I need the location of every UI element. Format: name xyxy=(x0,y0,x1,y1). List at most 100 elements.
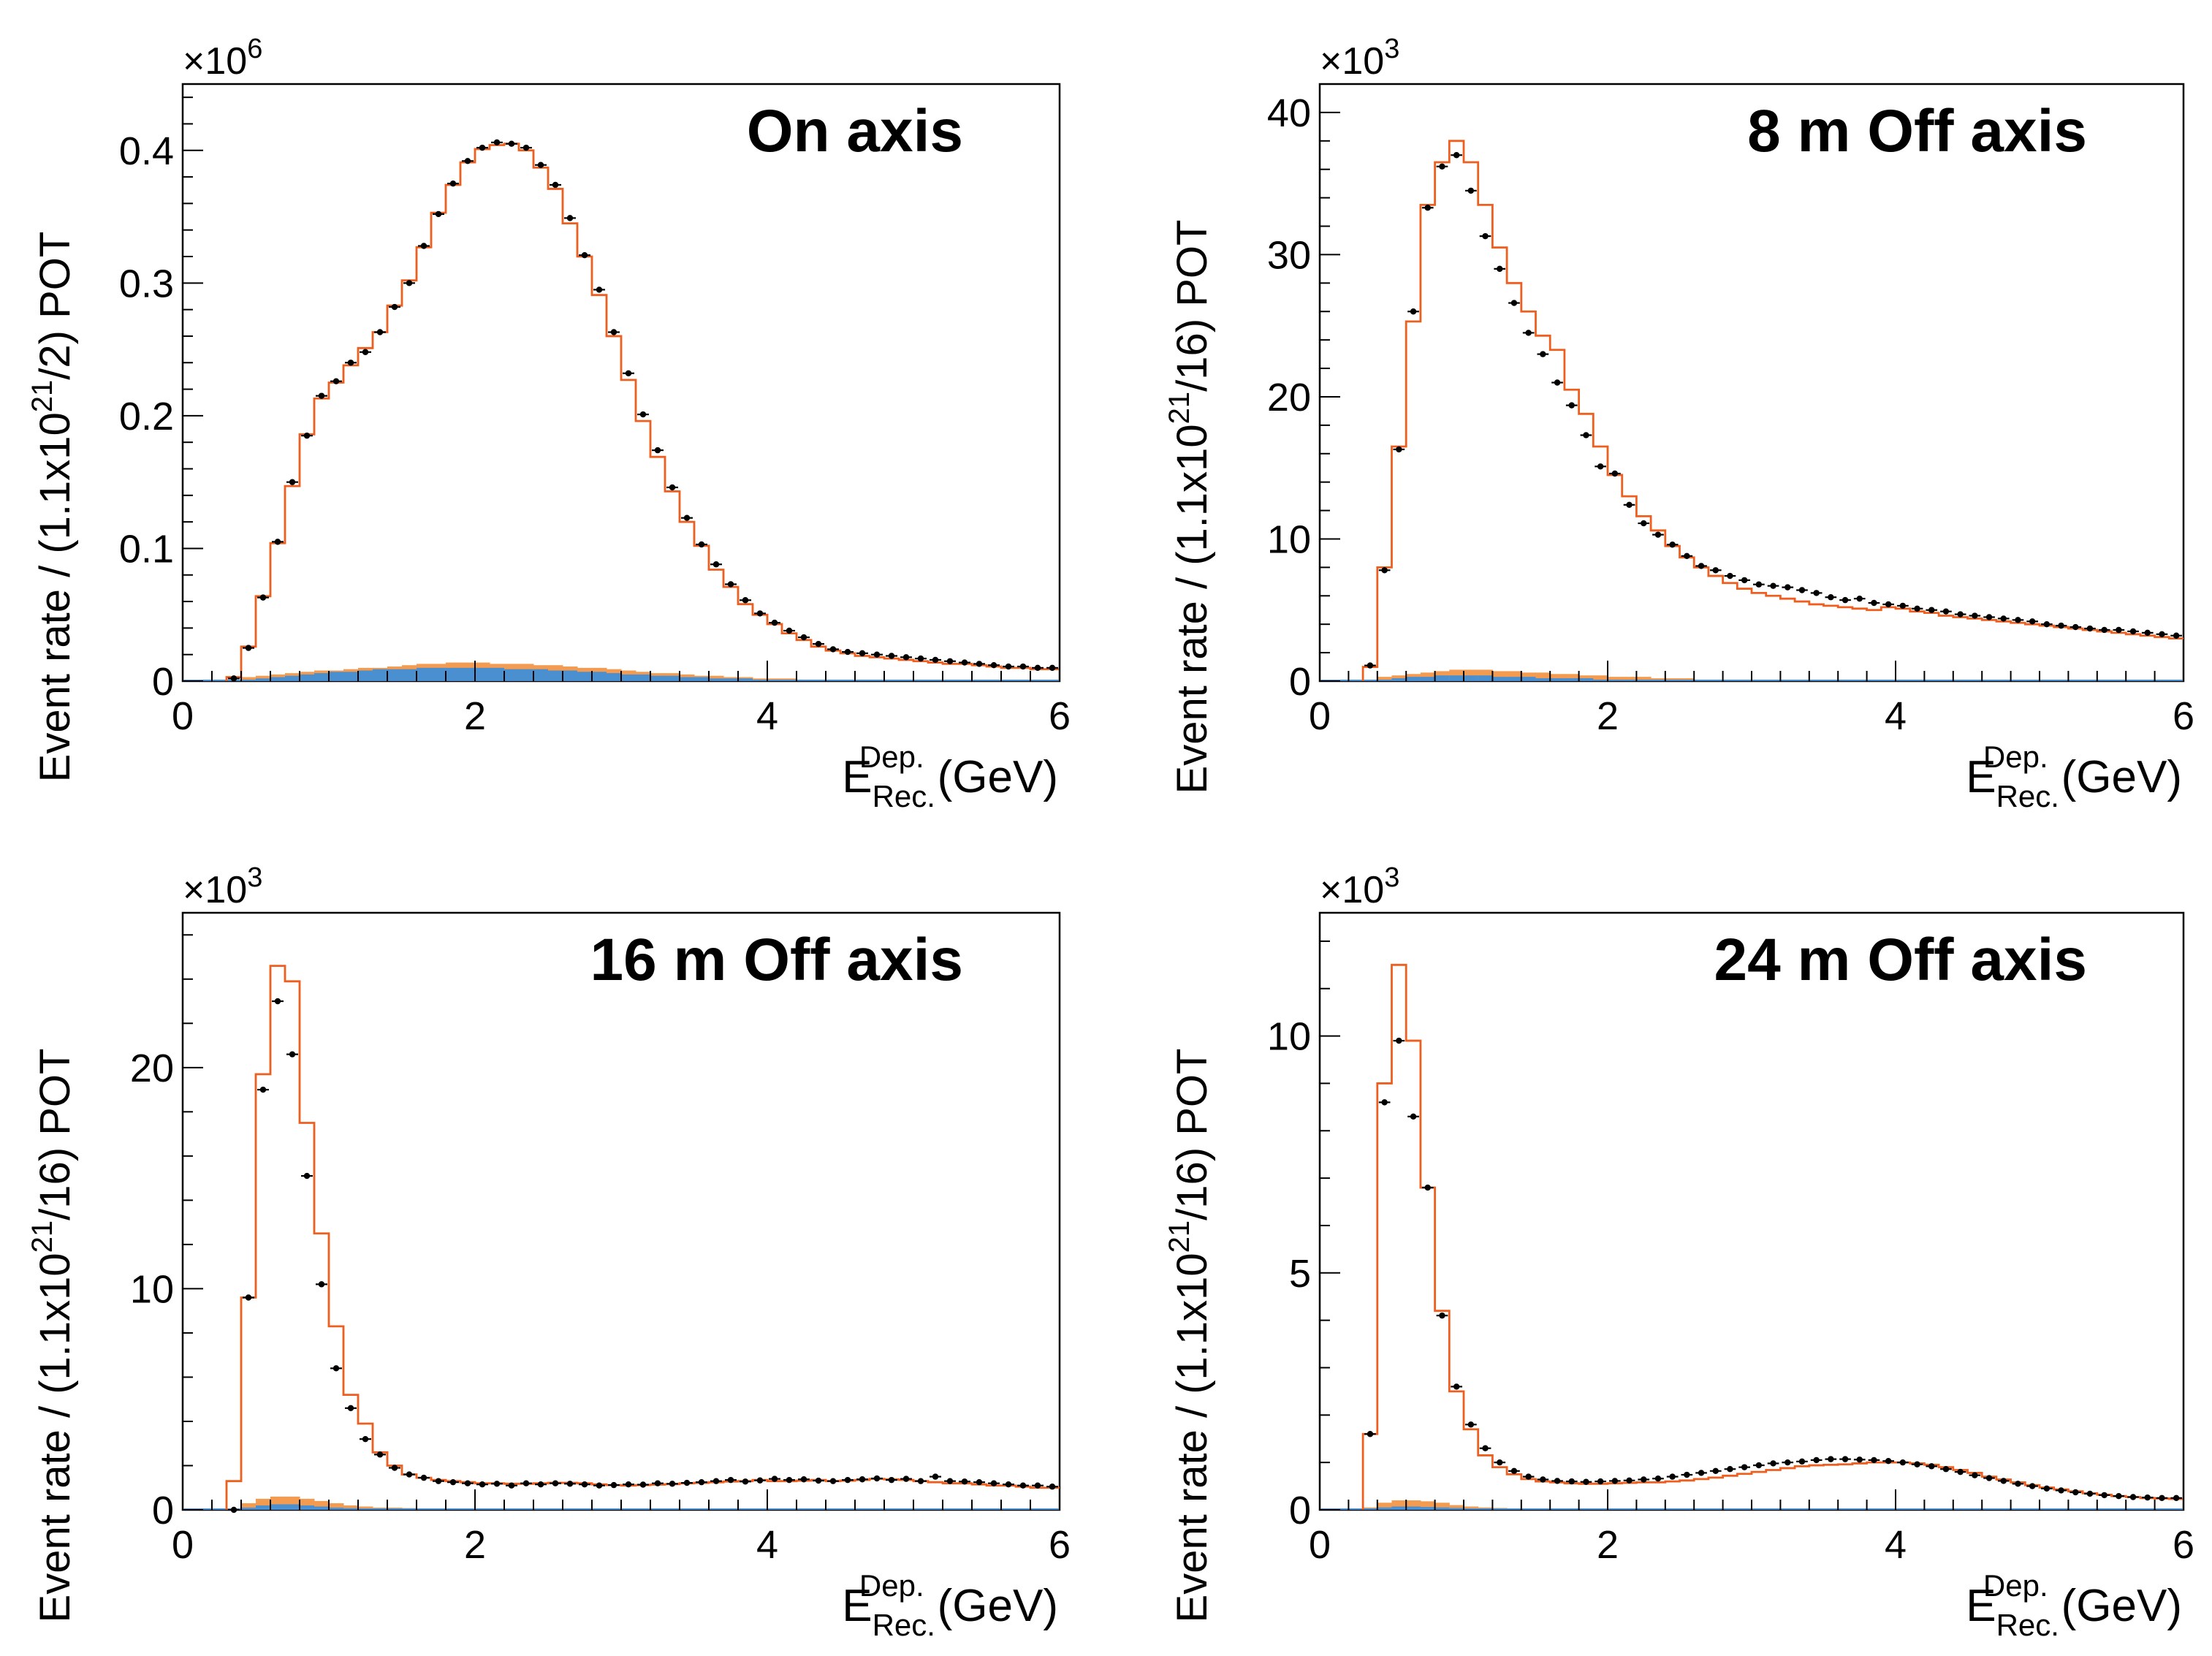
data-point xyxy=(742,1478,749,1485)
data-point xyxy=(332,378,340,384)
x-tick-label: 4 xyxy=(756,694,778,738)
data-point xyxy=(1785,584,1791,590)
band-blue-bin xyxy=(285,1504,300,1510)
data-point xyxy=(581,252,588,259)
y-tick-label: 0.1 xyxy=(119,527,174,571)
data-point xyxy=(1482,232,1489,240)
data-point xyxy=(289,479,296,485)
band-blue-bin xyxy=(1507,677,1522,681)
data-point xyxy=(1005,663,1012,670)
data-point xyxy=(2144,1494,2151,1501)
x-tick-label: 6 xyxy=(1049,694,1071,738)
xlabel-subscript: Rec. xyxy=(1996,1608,2059,1642)
axis-multiplier: ×103 xyxy=(183,862,262,911)
data-point xyxy=(303,1172,311,1180)
prediction-histogram-series xyxy=(225,965,1060,1510)
band-blue-bin xyxy=(533,669,549,681)
data-point xyxy=(1669,1473,1676,1480)
band-blue-bin xyxy=(563,670,578,681)
data-point xyxy=(1597,1478,1604,1485)
data-point xyxy=(581,1481,588,1488)
band-blue-bin xyxy=(1492,677,1508,681)
data-point xyxy=(406,280,413,286)
y-tick-label: 40 xyxy=(1267,91,1311,135)
data-point xyxy=(1828,594,1834,601)
data-point xyxy=(829,1478,837,1484)
prediction-histogram-series xyxy=(225,143,1060,681)
data-point xyxy=(771,1475,778,1482)
data-point xyxy=(2173,632,2180,639)
data-point xyxy=(786,627,793,634)
data-point xyxy=(318,1281,325,1288)
data-point xyxy=(1424,205,1431,211)
data-point xyxy=(1813,590,1820,596)
band-blue-bin xyxy=(373,669,388,681)
data-point xyxy=(522,1480,530,1486)
panel-title: 16 m Off axis xyxy=(590,927,963,993)
data-point xyxy=(1741,1464,1748,1470)
band-blue-bin xyxy=(592,672,607,681)
band-orange-bin xyxy=(1420,1501,1436,1510)
data-point xyxy=(1928,1463,1935,1470)
data-point xyxy=(596,286,603,293)
band-blue-bin xyxy=(300,1505,315,1510)
band-orange-bin xyxy=(1622,677,1637,681)
data-point xyxy=(435,210,442,218)
data-point xyxy=(2043,1485,2051,1492)
data-point xyxy=(771,619,778,626)
band-blue-bin xyxy=(607,673,622,681)
data-point xyxy=(303,432,311,439)
data-point xyxy=(347,360,354,366)
data-point xyxy=(756,1477,764,1484)
data-point xyxy=(2116,1492,2122,1500)
band-orange-bin xyxy=(1564,674,1580,681)
band-blue-bin xyxy=(300,674,315,681)
data-point xyxy=(815,640,822,647)
band-blue-bin xyxy=(548,670,563,681)
multiplier-exponent: 3 xyxy=(247,862,262,893)
data-point xyxy=(1034,1482,1041,1489)
data-point xyxy=(362,1435,369,1443)
data-point xyxy=(537,162,544,168)
data-point xyxy=(1367,1431,1374,1437)
data-point xyxy=(1712,567,1719,574)
xlabel-unit: (GeV) xyxy=(2061,1581,2182,1631)
data-point xyxy=(2058,1487,2064,1494)
data-point xyxy=(362,349,369,355)
data-point xyxy=(1813,1456,1820,1464)
band-orange-bin xyxy=(1535,672,1551,681)
data-point xyxy=(1005,1481,1012,1488)
band-orange-bin xyxy=(241,1503,256,1510)
band-blue-bin xyxy=(256,1505,271,1510)
data-point xyxy=(522,144,530,151)
data-point xyxy=(683,514,691,521)
x-tick-label: 4 xyxy=(1885,1523,1907,1567)
x-tick-label: 6 xyxy=(2173,1523,2194,1567)
data-point xyxy=(2086,1490,2094,1497)
data-point xyxy=(1381,567,1388,574)
data-point xyxy=(990,1480,997,1486)
data-point xyxy=(829,646,837,653)
data-point xyxy=(2116,626,2122,634)
xlabel-subscript: Rec. xyxy=(873,1608,935,1642)
band-blue-bin xyxy=(694,677,710,681)
data-point xyxy=(1525,330,1532,336)
data-point xyxy=(2029,618,2036,625)
x-tick-label: 6 xyxy=(1049,1523,1071,1567)
x-tick-label: 0 xyxy=(172,694,194,738)
band-blue-bin xyxy=(387,669,403,681)
data-point xyxy=(727,1476,734,1484)
x-tick-label: 4 xyxy=(1885,694,1907,738)
band-orange-bin xyxy=(343,1505,359,1510)
data-point xyxy=(493,139,501,146)
xlabel-symbol: E xyxy=(842,1581,872,1631)
band-blue-bin xyxy=(402,669,417,681)
data-point xyxy=(932,656,939,664)
band-blue-bin xyxy=(270,1504,286,1510)
band-blue-bin xyxy=(314,673,330,681)
x-tick-label: 2 xyxy=(464,694,486,738)
data-point xyxy=(961,1478,968,1485)
data-point xyxy=(712,1478,720,1484)
x-axis-label: ERec. Dep. (GeV) xyxy=(842,740,1058,813)
ylabel-prefix: Event rate / (1.1x10 xyxy=(31,1253,79,1622)
